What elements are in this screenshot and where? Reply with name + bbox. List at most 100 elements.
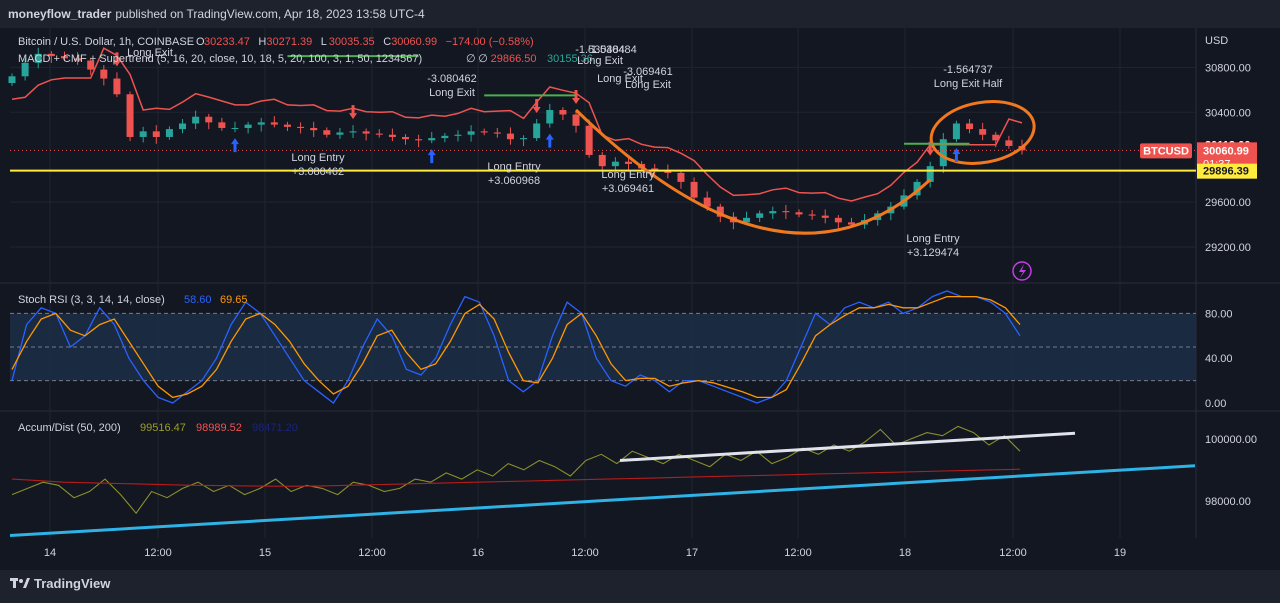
candle-body: [244, 124, 252, 128]
candle-body: [520, 138, 528, 140]
exit-annotation: Long Exit: [597, 73, 643, 85]
time-tick-label: 18: [899, 547, 911, 559]
candle-body: [87, 60, 95, 70]
handle-ellipse: [929, 100, 1036, 165]
entry-annotation: Long Entry: [487, 161, 541, 173]
candle-body: [506, 133, 514, 140]
candle-body: [926, 166, 934, 182]
exit-annotation: Long Exit: [625, 79, 671, 91]
candle-body: [664, 170, 672, 173]
candle-body: [323, 130, 331, 135]
ohlc-key: C: [383, 36, 391, 48]
long-exit-arrow-icon: [112, 52, 121, 67]
symbol-tag-label: BTCUSD: [1143, 145, 1189, 157]
candle-body: [415, 139, 423, 141]
ohlc-key: L: [321, 36, 327, 48]
candle-body: [913, 181, 921, 196]
candle-body: [743, 217, 751, 223]
accum-dist-tick-label: 100000.00: [1205, 434, 1257, 446]
candle-body: [1005, 140, 1013, 146]
accum-dist-line: [11, 425, 1021, 515]
candle-body: [375, 133, 383, 135]
candle-body: [205, 116, 213, 123]
candle-body: [47, 53, 55, 57]
ohlc-value: 30035.35: [329, 36, 375, 48]
candle-body: [467, 131, 475, 135]
ohlc-value: −174.00 (−0.58%): [446, 36, 534, 48]
candle-body: [60, 56, 68, 59]
price-tick-label: 30400.00: [1205, 107, 1251, 119]
candle-body: [34, 53, 42, 63]
indicator-value: 29866.50: [491, 53, 537, 65]
publisher-name[interactable]: moneyflow_trader: [8, 7, 112, 21]
candle-body: [283, 124, 291, 127]
price-tick-label: 29600.00: [1205, 197, 1251, 209]
exit-annotation: -3.080462: [427, 73, 477, 85]
candle-body: [624, 161, 632, 164]
candle-body: [821, 215, 829, 218]
long-entry-arrow-icon: [230, 138, 239, 153]
lightning-bolt-icon: [1019, 264, 1026, 278]
candle-body: [952, 123, 960, 140]
currency-label: USD: [1205, 35, 1228, 47]
indicator-value: 30155.36: [547, 53, 593, 65]
candle-body: [992, 134, 1000, 141]
exit-annotation: -1.530484: [587, 44, 637, 56]
accum-dist-signal-line: [11, 468, 1021, 487]
candle-body: [808, 214, 816, 216]
accum-dist-title: Accum/Dist (50, 200): [18, 422, 121, 434]
long-exit-arrow-icon: [532, 98, 541, 113]
candle-body: [297, 126, 305, 128]
candle-body: [598, 154, 606, 167]
entry-annotation: +3.129474: [907, 247, 959, 259]
indicator-value: ∅: [466, 53, 476, 65]
entry-annotation: +3.060968: [488, 175, 540, 187]
candle-body: [428, 138, 436, 141]
tradingview-logo-icon[interactable]: [10, 576, 30, 590]
exit-annotation: Long Exit Half: [934, 78, 1003, 90]
candle-body: [979, 129, 987, 135]
exit-annotation: Long Exit: [577, 55, 623, 67]
accum-dist-value: 98471.20: [252, 422, 298, 434]
indicator-value: ∅: [478, 53, 488, 65]
candle-body: [192, 116, 200, 124]
symbol-title: Bitcoin / U.S. Dollar, 1h, COINBASE: [18, 36, 194, 48]
candle-body: [834, 217, 842, 223]
candle-body: [480, 131, 488, 133]
candle-body: [21, 62, 29, 77]
candle-body: [690, 181, 698, 198]
candle-body: [454, 134, 462, 136]
grid-lines: [0, 28, 1280, 538]
stoch-tick-label: 0.00: [1205, 398, 1226, 410]
candle-body: [441, 135, 449, 139]
exit-annotation: -1.530484: [575, 44, 625, 56]
candle-body: [152, 131, 160, 137]
candle-body: [611, 161, 619, 167]
candle-body: [966, 123, 974, 130]
stoch-k-value: 58.60: [184, 294, 212, 306]
candle-body: [572, 114, 580, 126]
candle-body: [402, 136, 410, 140]
candle-body: [310, 127, 318, 131]
candle-body: [493, 132, 501, 134]
candle-body: [139, 131, 147, 137]
stoch-title: Stoch RSI (3, 3, 14, 14, close): [18, 294, 165, 306]
trendline-lower: [9, 464, 1196, 538]
time-tick-label: 16: [472, 547, 484, 559]
candle-body: [349, 131, 357, 133]
stoch-tick-label: 80.00: [1205, 308, 1233, 320]
candle-body: [362, 131, 370, 134]
ohlc-value: 30271.39: [266, 36, 312, 48]
entry-annotation: +3.069461: [602, 183, 654, 195]
legends: Bitcoin / U.S. Dollar, 1h, COINBASE O 3023…: [18, 36, 593, 434]
ohlc-key: O: [196, 36, 205, 48]
candle-body: [847, 222, 855, 225]
candle-body: [388, 134, 396, 137]
lightning-icon: [1012, 261, 1032, 281]
stoch-tick-label: 40.00: [1205, 353, 1233, 365]
exit-annotation: -3.069461: [623, 66, 673, 78]
ohlc-value: 30233.47: [204, 36, 250, 48]
candle-body: [231, 127, 239, 129]
